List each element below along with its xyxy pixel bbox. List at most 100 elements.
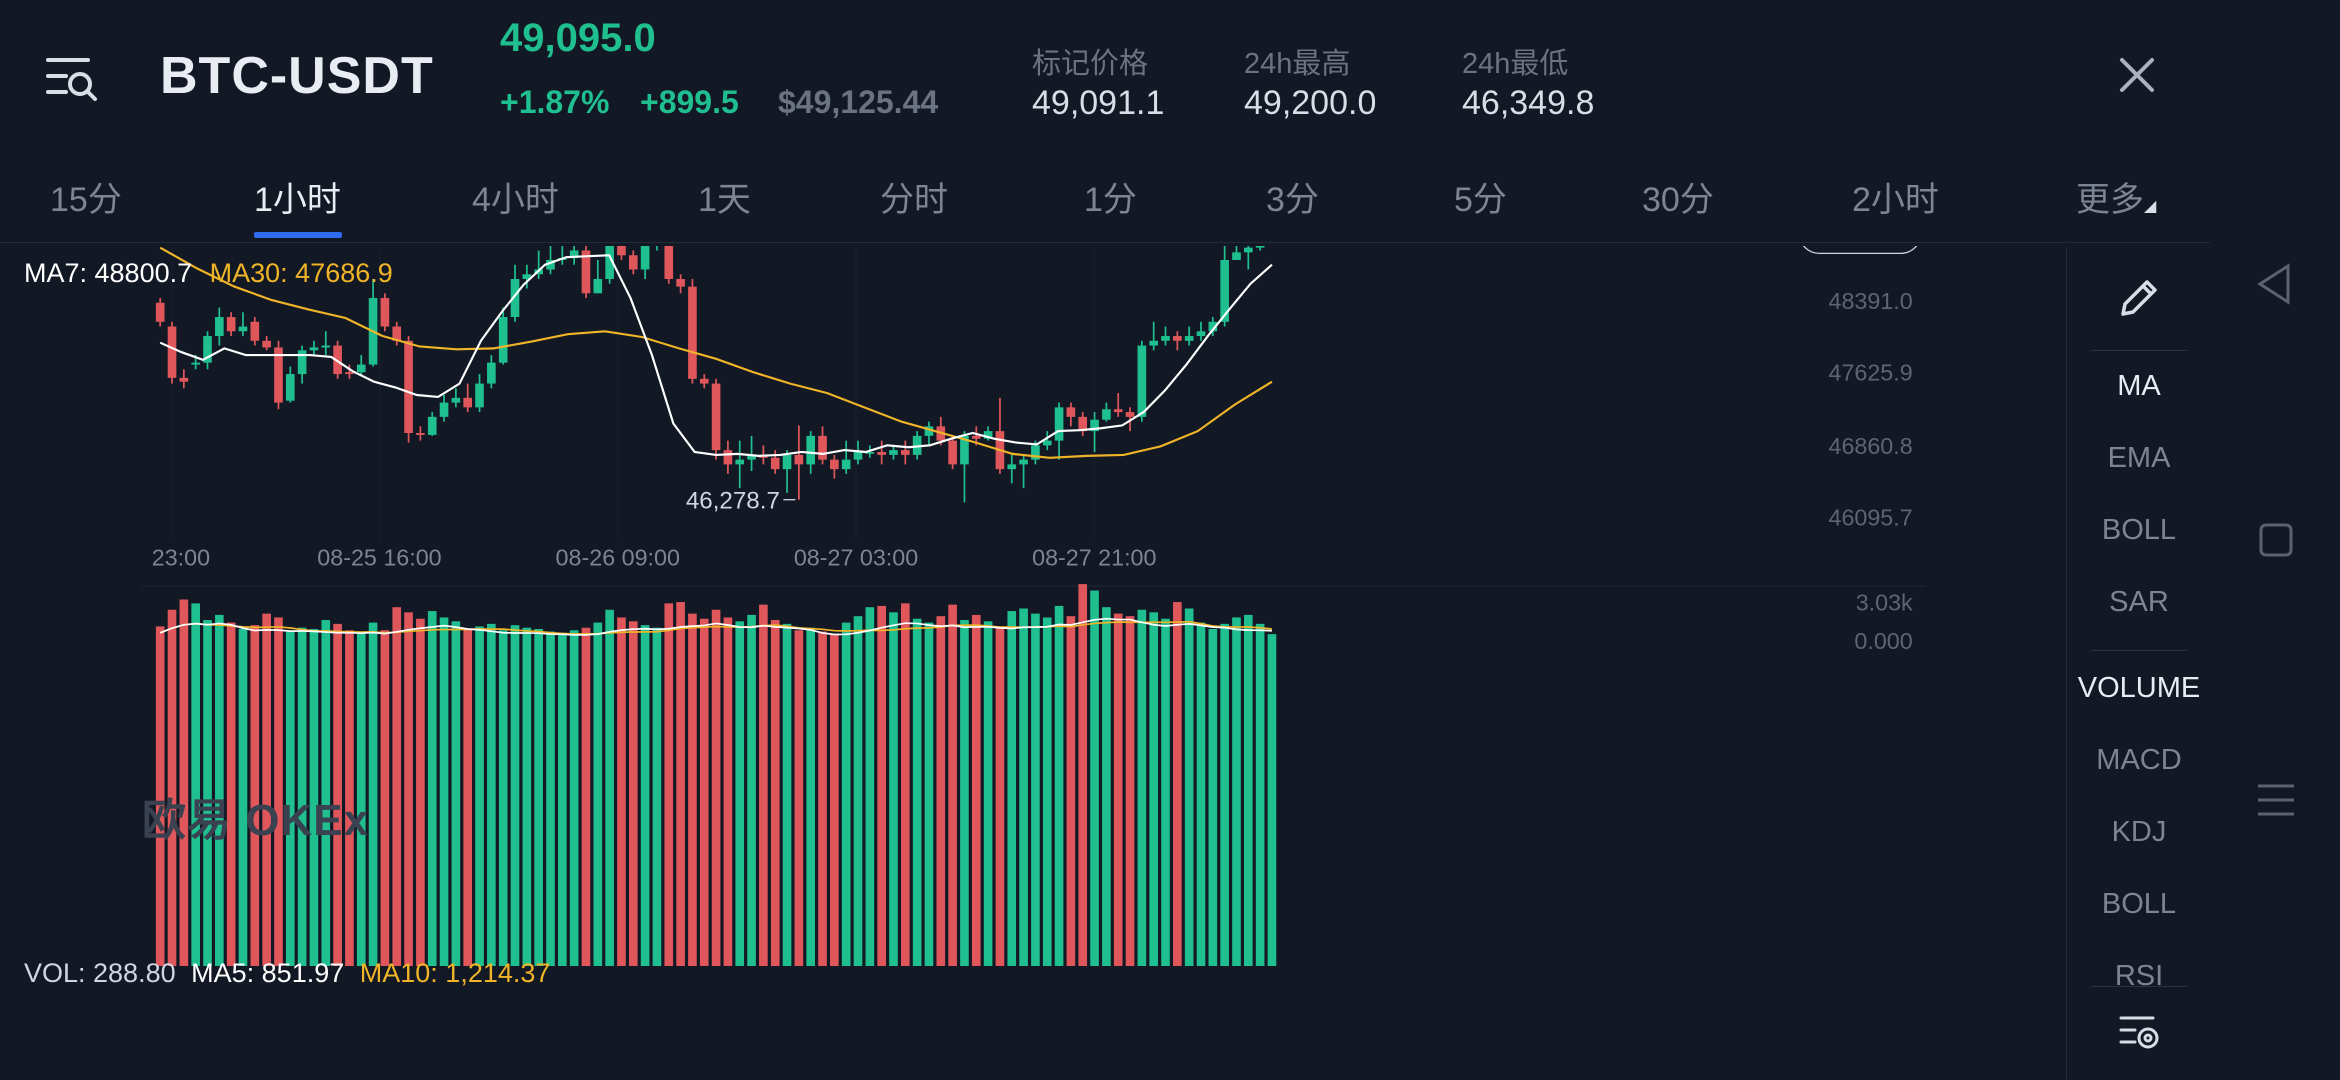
indicator-sar[interactable]: SAR (2109, 586, 2169, 618)
volume-bar (1196, 622, 1206, 966)
volume-bar (534, 628, 543, 966)
candle-body (498, 317, 508, 363)
tab-15m[interactable]: 15分 (50, 181, 122, 219)
candle-body (439, 402, 449, 417)
tab-1d[interactable]: 1天 (698, 181, 751, 219)
candle-body (841, 459, 851, 470)
candle-body (818, 435, 827, 460)
ma30-legend: MA30: 47686.9 (209, 258, 393, 288)
indicator-settings-icon[interactable] (2115, 1008, 2163, 1056)
candle-body (1220, 259, 1229, 322)
okex-watermark: 欧易 OKEx (142, 796, 370, 845)
candle-body (971, 435, 981, 439)
kline-chart[interactable]: 49087.849156.148391.047625.946860.846095… (0, 246, 2066, 966)
volume-bar (1267, 634, 1277, 966)
volume-bar (510, 625, 520, 966)
indicator-ma[interactable]: MA (2117, 370, 2161, 402)
tab-30m[interactable]: 30分 (1642, 181, 1714, 219)
volume-bar (948, 604, 957, 966)
volume-bar (1161, 618, 1170, 966)
volume-bar (309, 628, 319, 966)
high-24h-label: 24h最高 (1244, 48, 1351, 80)
candle-body (1042, 440, 1052, 446)
volume-legend: VOL: 288.80 MA5: 851.97 MA10: 1,214.37 (24, 958, 550, 989)
candle-body (628, 255, 638, 270)
volume-bar (463, 628, 473, 966)
tab-1m[interactable]: 1分 (1084, 181, 1137, 219)
volume-bar (1102, 607, 1111, 966)
candle-body (676, 279, 685, 287)
candle-body (297, 350, 307, 375)
volume-bar (226, 622, 236, 966)
volume-bar (676, 602, 685, 966)
home-icon[interactable] (2258, 522, 2294, 558)
candle-body (581, 250, 591, 294)
candle-body (1184, 336, 1194, 341)
vol-ma5: MA5: 851.97 (191, 958, 345, 988)
volume-bar (1173, 602, 1182, 966)
volume-bar (427, 611, 437, 966)
menu-icon[interactable] (44, 50, 100, 106)
volume-bar (203, 620, 212, 966)
candle-body (226, 317, 236, 332)
tab-5m[interactable]: 5分 (1454, 181, 1507, 219)
indicator-rsi[interactable]: RSI (2114, 960, 2164, 986)
candle-body (215, 317, 224, 337)
volume-bar (983, 621, 993, 966)
candle-body (723, 450, 733, 465)
indicator-volume[interactable]: VOLUME (2077, 672, 2201, 704)
tab-3m[interactable]: 3分 (1266, 181, 1319, 219)
volume-bar (841, 622, 851, 966)
trading-pair-title[interactable]: BTC-USDT (160, 47, 434, 105)
volume-bar (1149, 612, 1159, 966)
tab-timeline[interactable]: 分时 (880, 181, 948, 219)
candle-body (901, 450, 910, 455)
ma7-legend: MA7: 48800.7 (24, 258, 193, 288)
low-price-label: 46,278.7 (686, 487, 780, 514)
volume-bar (356, 632, 366, 966)
volume-bar (1220, 623, 1229, 966)
candle-body (179, 377, 189, 382)
volume-bar (1054, 605, 1064, 966)
indicator-ema[interactable]: EMA (2107, 442, 2171, 474)
volume-bar (321, 620, 331, 966)
volume-bar (451, 621, 461, 966)
volume-bar (995, 626, 1005, 966)
high-24h-value: 49,200.0 (1244, 84, 1377, 122)
volume-bar (380, 630, 390, 966)
volume-bar (912, 618, 922, 966)
candle-body (416, 433, 425, 435)
indicator-kdj[interactable]: KDJ (2111, 816, 2167, 848)
candle-body (250, 321, 260, 341)
back-icon[interactable] (2254, 262, 2294, 306)
candle-body (877, 452, 886, 455)
candle-body (960, 435, 969, 465)
candle-body (522, 274, 532, 280)
recents-icon[interactable] (2256, 780, 2296, 820)
indicator-macd[interactable]: MACD (2096, 744, 2182, 776)
volume-bar (522, 627, 532, 966)
candle-body (889, 450, 898, 455)
tab-2h[interactable]: 2小时 (1852, 181, 1939, 219)
tab-1h[interactable]: 1小时 (254, 181, 341, 219)
volume-bar (262, 613, 271, 966)
volume-bar (439, 617, 449, 966)
candle-body (1019, 459, 1028, 465)
volume-bar (1255, 623, 1265, 966)
volume-bar (818, 631, 827, 966)
tab-4h[interactable]: 4小时 (472, 181, 559, 219)
volume-bar (191, 603, 200, 966)
price-axis-label: 47625.9 (1828, 360, 1912, 386)
pencil-icon[interactable] (2113, 274, 2163, 324)
volume-bar (617, 617, 626, 966)
volume-bar (865, 607, 875, 966)
indicator-boll[interactable]: BOLL (2101, 514, 2177, 546)
candle-body (463, 397, 473, 408)
candle-body (1208, 321, 1218, 332)
time-axis-label: 08-27 03:00 (794, 544, 918, 570)
indicator-boll-sub[interactable]: BOLL (2101, 888, 2177, 920)
close-icon[interactable] (2112, 50, 2162, 100)
tab-more[interactable]: 更多◢ (2076, 172, 2156, 221)
candle-body (1243, 247, 1253, 253)
current-price-tag[interactable] (1799, 246, 1922, 254)
